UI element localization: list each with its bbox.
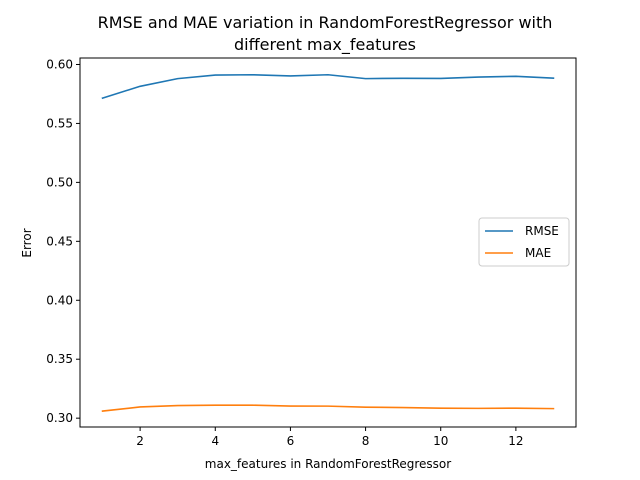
chart-title-line-2: different max_features xyxy=(234,35,416,55)
legend-label-mae: MAE xyxy=(525,246,551,260)
plot-frame xyxy=(79,57,577,428)
y-tick-label: 0.40 xyxy=(46,293,73,307)
x-tick-label: 10 xyxy=(433,434,448,448)
series-group xyxy=(101,73,555,412)
y-tick-label: 0.30 xyxy=(46,411,73,425)
x-tick-label: 8 xyxy=(362,434,370,448)
legend-label-rmse: RMSE xyxy=(525,224,559,238)
legend: RMSE MAE xyxy=(478,217,570,267)
x-axis: 2 4 6 8 10 12 xyxy=(136,427,524,448)
legend-box xyxy=(478,217,570,267)
chart-title-line-1: RMSE and MAE variation in RandomForestRe… xyxy=(98,13,553,32)
series-line-mae xyxy=(101,404,555,412)
series-line-rmse xyxy=(101,73,555,100)
x-tick-label: 4 xyxy=(211,434,219,448)
x-tick-label: 2 xyxy=(136,434,144,448)
y-tick-label: 0.50 xyxy=(46,175,73,189)
y-axis-title: Error xyxy=(20,228,34,257)
y-tick-label: 0.60 xyxy=(46,57,73,71)
y-tick-label: 0.45 xyxy=(46,234,73,248)
x-tick-label: 12 xyxy=(508,434,523,448)
y-tick-label: 0.55 xyxy=(46,116,73,130)
y-tick-label: 0.35 xyxy=(46,352,73,366)
x-axis-title: max_features in RandomForestRegressor xyxy=(205,457,451,471)
y-axis: 0.30 0.35 0.40 0.45 0.50 0.55 0.60 xyxy=(46,57,80,425)
x-tick-label: 6 xyxy=(287,434,295,448)
